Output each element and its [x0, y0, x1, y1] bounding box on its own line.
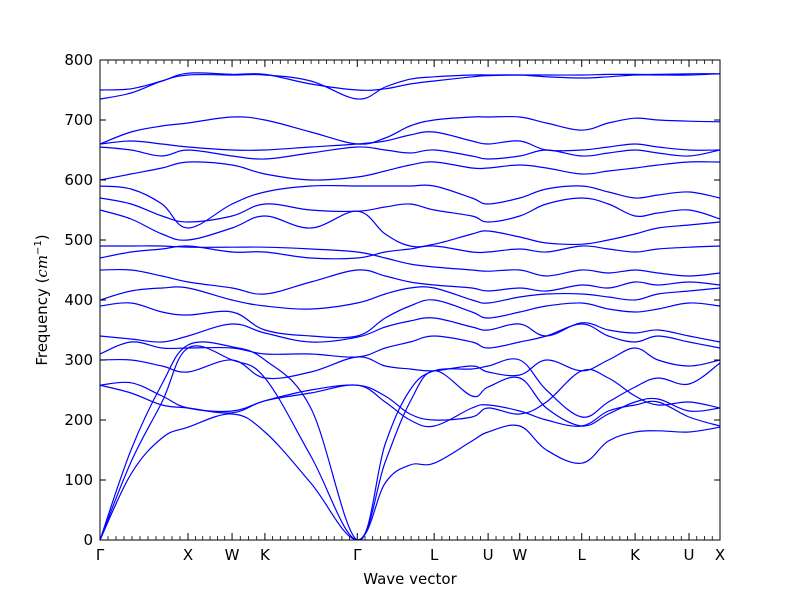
x-tick-label: W: [512, 546, 527, 564]
x-tick-label: K: [260, 546, 271, 564]
y-axis-title-exponent: −1: [33, 240, 44, 255]
x-tick-label: Γ: [353, 546, 362, 564]
band-line-5: [100, 368, 720, 421]
x-tick-label: U: [483, 546, 494, 564]
y-axis: 0 100 200 300 400 500 600 700 800: [64, 51, 720, 549]
band-line-8: [100, 317, 720, 343]
band-line-22: [100, 72, 720, 91]
band-line-19: [100, 131, 720, 152]
y-axis-title-main: Frequency (: [33, 278, 51, 366]
x-tick-label: K: [630, 546, 641, 564]
band-line-3: [100, 341, 720, 540]
y-axis-title-unit: cm: [33, 255, 51, 278]
band-line-10: [100, 286, 720, 310]
x-tick-label: X: [715, 546, 725, 564]
y-tick-label: 800: [64, 51, 93, 69]
band-line-21: [100, 73, 720, 100]
y-tick-label: 100: [64, 471, 93, 489]
band-line-15: [100, 197, 720, 223]
x-tick-label: W: [225, 546, 240, 564]
y-axis-title-close: ): [33, 234, 51, 240]
band-line-9: [100, 299, 720, 339]
band-line-1: [100, 413, 720, 540]
y-tick-label: 600: [64, 171, 93, 189]
band-lines: [100, 72, 720, 540]
x-axis-title: Wave vector: [363, 570, 457, 588]
band-line-7: [100, 323, 720, 358]
y-tick-label: 400: [64, 291, 93, 309]
y-tick-label: 200: [64, 411, 93, 429]
band-line-11: [100, 268, 720, 295]
y-tick-label: 500: [64, 231, 93, 249]
x-tick-label: U: [684, 546, 695, 564]
x-tick-label: Γ: [96, 546, 105, 564]
band-line-18: [100, 146, 720, 160]
x-tick-label: L: [430, 546, 439, 564]
band-line-20: [100, 115, 720, 145]
y-tick-label: 700: [64, 111, 93, 129]
band-line-6: [100, 347, 720, 380]
band-line-16: [100, 184, 720, 229]
band-line-2: [100, 345, 720, 540]
band-line-14: [100, 209, 720, 248]
y-tick-label: 0: [83, 531, 93, 549]
band-line-17: [100, 161, 720, 181]
x-tick-label: L: [578, 546, 587, 564]
band-line-13: [100, 245, 720, 277]
x-tick-label: X: [183, 546, 193, 564]
y-axis-title: Frequency (cm−1): [33, 234, 51, 365]
y-tick-label: 300: [64, 351, 93, 369]
